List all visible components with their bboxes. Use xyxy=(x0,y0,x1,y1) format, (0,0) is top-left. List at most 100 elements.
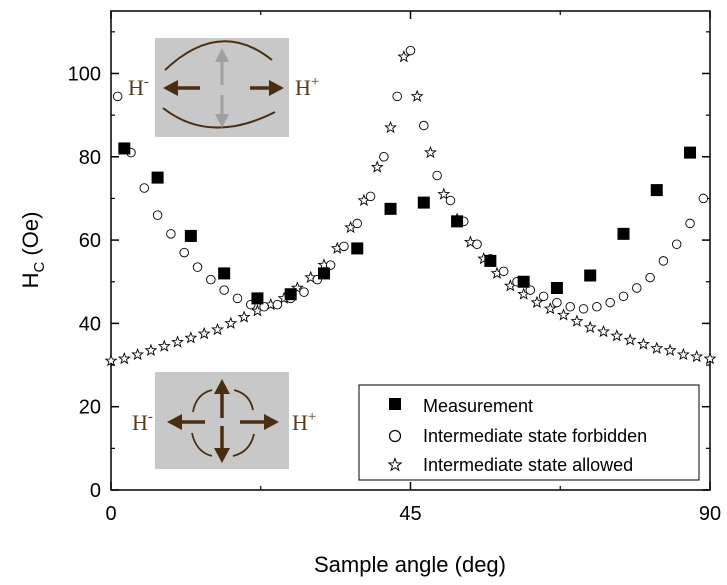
circle-point xyxy=(632,283,642,293)
star-point xyxy=(650,341,664,354)
star-point xyxy=(597,324,610,338)
star-point xyxy=(197,327,211,340)
y-tick-label: 80 xyxy=(79,147,101,169)
star-point xyxy=(424,145,437,159)
square-point xyxy=(417,196,430,209)
star-point xyxy=(171,335,185,348)
x-axis: 0 45 90 xyxy=(105,11,721,525)
x-tick-label: 0 xyxy=(105,503,116,525)
inset-top-arrow-left-head xyxy=(163,80,178,96)
star-point xyxy=(690,349,704,363)
circle-point xyxy=(645,272,655,283)
inset-bottom-label-right: H+ xyxy=(292,409,316,435)
circle-point xyxy=(272,299,283,310)
inset-top-arc-upper xyxy=(164,40,273,71)
square-point xyxy=(351,242,364,255)
circle-point xyxy=(206,274,216,285)
circle-point xyxy=(179,247,189,258)
star-point xyxy=(237,310,251,323)
inset-bottom-arrow-left-head xyxy=(167,414,182,430)
circle-point xyxy=(259,301,269,312)
inset-top-gray-down-head xyxy=(215,114,229,128)
circle-point xyxy=(445,195,456,206)
circle-point xyxy=(658,256,669,266)
star-point xyxy=(104,354,118,367)
inset-top-label-right: H+ xyxy=(295,74,319,100)
legend-label-forbidden: Intermediate state forbidden xyxy=(423,426,647,446)
star-point xyxy=(557,308,571,321)
star-point xyxy=(543,302,557,315)
y-tick-label: 40 xyxy=(79,313,101,335)
circle-point xyxy=(392,91,402,102)
star-point xyxy=(290,281,304,294)
square-point xyxy=(584,269,597,282)
star-point xyxy=(384,120,397,134)
star-point xyxy=(144,343,158,356)
circle-point xyxy=(671,239,682,250)
y-tick-label: 60 xyxy=(79,230,101,252)
star-point xyxy=(583,320,597,334)
circle-point xyxy=(618,291,629,302)
star-point xyxy=(437,187,451,200)
y-axis: 0 20 40 60 80 100 xyxy=(68,31,710,502)
circle-point xyxy=(605,297,615,308)
star-point xyxy=(370,160,384,173)
circle-point xyxy=(472,239,482,250)
inset-bottom-arrow-right-head xyxy=(264,414,279,430)
circle-point xyxy=(405,45,416,56)
star-point xyxy=(676,347,690,361)
star-point xyxy=(636,337,650,350)
star-point xyxy=(703,352,717,365)
inset-bottom-label-left: H- xyxy=(132,409,153,435)
square-point xyxy=(484,254,497,267)
square-point xyxy=(684,146,697,159)
star-point xyxy=(224,316,238,329)
circle-point xyxy=(299,287,309,297)
circle-point xyxy=(112,91,123,102)
inset-bottom-arc-top-left xyxy=(192,389,213,413)
inset-bottom-arc-bottom-right xyxy=(232,433,255,457)
star-point xyxy=(623,333,637,346)
inset-bottom-arc-bottom-left xyxy=(191,432,213,457)
legend: Measurement Intermediate state forbidden… xyxy=(358,384,700,481)
square-point xyxy=(550,281,563,294)
star-point xyxy=(570,314,584,327)
y-axis-label: HC (Oe) xyxy=(18,212,48,289)
star-point xyxy=(211,322,224,336)
circle-point xyxy=(325,260,336,270)
y-axis-label-main: H xyxy=(18,273,43,289)
square-point xyxy=(284,288,297,301)
inset-bottom-arc-top-right xyxy=(233,389,254,411)
square-point xyxy=(384,202,397,215)
star-point xyxy=(184,331,198,344)
circle-point xyxy=(538,291,549,302)
circle-point xyxy=(685,218,695,229)
inset-top-gray-up-head xyxy=(215,48,229,62)
square-point xyxy=(317,267,330,280)
y-axis-label-unit: (Oe) xyxy=(18,212,43,262)
circle-point xyxy=(139,183,150,193)
circle-point xyxy=(578,304,589,314)
circle-point xyxy=(166,229,176,239)
legend-marker-square xyxy=(389,398,401,410)
circle-point xyxy=(339,241,349,252)
square-point xyxy=(617,227,630,240)
x-tick-label: 90 xyxy=(699,503,721,525)
legend-marker-circle xyxy=(388,429,402,443)
series-measurement xyxy=(118,142,697,305)
square-point xyxy=(517,275,530,288)
y-tick-label: 100 xyxy=(68,63,101,85)
inset-top-label-left: H- xyxy=(128,74,149,100)
star-point xyxy=(410,89,424,102)
inset-top-arrow-right-head xyxy=(269,80,284,96)
circle-point xyxy=(552,297,562,308)
legend-marker-star xyxy=(387,457,403,472)
inset-diagram-bottom: H- H+ xyxy=(132,372,316,469)
star-point xyxy=(157,339,171,352)
star-point xyxy=(117,352,131,365)
square-point xyxy=(118,142,131,155)
circle-point xyxy=(192,262,203,272)
y-axis-label-sub: C xyxy=(31,262,48,273)
circle-point xyxy=(525,285,536,295)
